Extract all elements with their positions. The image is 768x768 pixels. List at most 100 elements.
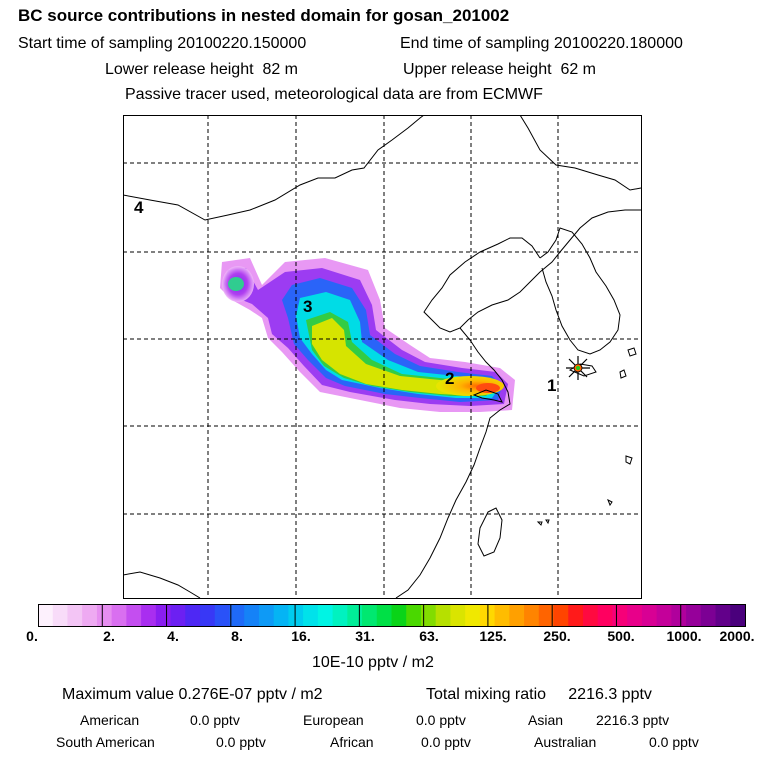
- colorbar-cell: [627, 604, 643, 626]
- african-label: African: [330, 734, 374, 750]
- colorbar-cell: [597, 604, 613, 626]
- colorbar-cell: [273, 604, 289, 626]
- region-label-4: 4: [134, 198, 144, 217]
- colorbar-tick-11: 2000.: [719, 628, 755, 644]
- lower-value: 82 m: [262, 61, 299, 78]
- colorbar-frame: [38, 604, 746, 627]
- colorbar-cell: [244, 604, 260, 626]
- colorbar-cell: [303, 604, 319, 626]
- colorbar-cell: [155, 604, 172, 626]
- asian-value: 2216.3 pptv: [596, 712, 670, 728]
- colorbar-tick-8: 250.: [543, 628, 571, 644]
- colorbar-cell: [214, 604, 230, 626]
- south-american-value: 0.0 pptv: [216, 734, 266, 750]
- colorbar-cell: [376, 604, 392, 626]
- colorbar-cell: [96, 604, 113, 626]
- colorbar-cell: [730, 604, 746, 626]
- colorbar-unit: 10E-10 pptv / m2: [312, 654, 434, 671]
- colorbar-cell: [435, 604, 451, 626]
- colorbar-cell: [656, 604, 672, 626]
- colorbar-cell: [258, 604, 275, 626]
- colorbar-cell: [612, 604, 628, 626]
- tracer-note: Passive tracer used, meteorological data…: [125, 86, 543, 103]
- colorbar-cell: [288, 604, 304, 626]
- colorbar-cell: [52, 604, 68, 626]
- end-label: End time of sampling: [400, 35, 550, 52]
- start-value: 20100220.150000: [177, 35, 307, 52]
- colorbar-cell: [494, 604, 510, 626]
- colorbar-cell: [362, 604, 378, 626]
- colorbar-cell: [524, 604, 540, 626]
- colorbar-cell: [641, 604, 658, 626]
- colorbar-cell: [715, 604, 731, 626]
- lat-lon-grid: [123, 115, 641, 598]
- colorbar-cell: [700, 604, 717, 626]
- max-value-line: Maximum value 0.276E-07 pptv / m2: [62, 686, 323, 704]
- colorbar-cell: [465, 604, 481, 626]
- plume-core-red: [476, 383, 500, 393]
- total-label: Total mixing ratio: [426, 686, 547, 703]
- south-american-label: South American: [56, 734, 155, 750]
- colorbar-cell: [509, 604, 525, 626]
- colorbar-cell: [229, 604, 245, 626]
- region-label-2: 2: [445, 369, 454, 388]
- receptor-star-marker: [566, 356, 590, 380]
- upper-label: Upper release height: [403, 61, 552, 78]
- coastlines: [123, 115, 641, 598]
- plume-yellow: [312, 318, 488, 396]
- colorbar-cell: [671, 604, 687, 626]
- colorbar-tick-0: 0.: [26, 628, 38, 644]
- total-value: 2216.3 pptv: [568, 686, 652, 703]
- colorbar-cell: [38, 604, 54, 626]
- max-label: Maximum value: [62, 686, 175, 703]
- colorbar-tick-5: 31.: [355, 628, 375, 644]
- map-area: 1 2 3 4: [123, 115, 641, 598]
- colorbar-cell: [538, 604, 555, 626]
- american-value: 0.0 pptv: [190, 712, 240, 728]
- upper-release-height: Upper release height 62 m: [403, 61, 596, 79]
- colorbar-tick-9: 500.: [607, 628, 635, 644]
- total-mixing-ratio-line: Total mixing ratio 2216.3 pptv: [426, 686, 652, 704]
- colorbar-cell: [170, 604, 186, 626]
- colorbar-cell: [200, 604, 216, 626]
- upper-value: 62 m: [560, 61, 597, 78]
- american-label: American: [80, 712, 140, 728]
- plot-title: BC source contributions in nested domain…: [18, 6, 510, 25]
- colorbar-cell: [686, 604, 702, 626]
- colorbar-cell: [553, 604, 569, 626]
- colorbar-cell: [391, 604, 407, 626]
- colorbar-tick-1: 2.: [103, 628, 115, 644]
- end-value: 20100220.180000: [553, 35, 683, 52]
- colorbar-cell: [568, 604, 584, 626]
- colorbar-cell: [67, 604, 83, 626]
- european-label: European: [303, 712, 364, 728]
- european-value: 0.0 pptv: [416, 712, 466, 728]
- max-value: 0.276E-07 pptv / m2: [178, 686, 323, 703]
- colorbar-cell: [582, 604, 599, 626]
- colorbar-cell: [185, 604, 201, 626]
- colorbar-tick-2: 4.: [167, 628, 179, 644]
- colorbar-cell: [82, 604, 98, 626]
- african-value: 0.0 pptv: [421, 734, 471, 750]
- colorbar-tick-6: 63.: [419, 628, 439, 644]
- colorbar-cell: [317, 604, 334, 626]
- colorbar-tick-3: 8.: [231, 628, 243, 644]
- colorbar-cell: [406, 604, 422, 626]
- map-frame: [123, 115, 642, 599]
- asian-label: Asian: [528, 712, 564, 728]
- lower-label: Lower release height: [105, 61, 254, 78]
- colorbar-cell: [450, 604, 466, 626]
- colorbar-tick-10: 1000.: [666, 628, 702, 644]
- colorbar-cell: [347, 604, 363, 626]
- colorbar-cell: [111, 604, 127, 626]
- colorbar-cell: [420, 604, 437, 626]
- colorbar-cell: [126, 604, 142, 626]
- region-label-1: 1: [547, 376, 556, 395]
- australian-label: Australian: [534, 734, 597, 750]
- colorbar-cell: [141, 604, 157, 626]
- sampling-start: Start time of sampling 20100220.150000: [18, 35, 306, 53]
- colorbar: [38, 604, 746, 626]
- plume-west-core: [228, 277, 244, 291]
- start-label: Start time of sampling: [18, 35, 173, 52]
